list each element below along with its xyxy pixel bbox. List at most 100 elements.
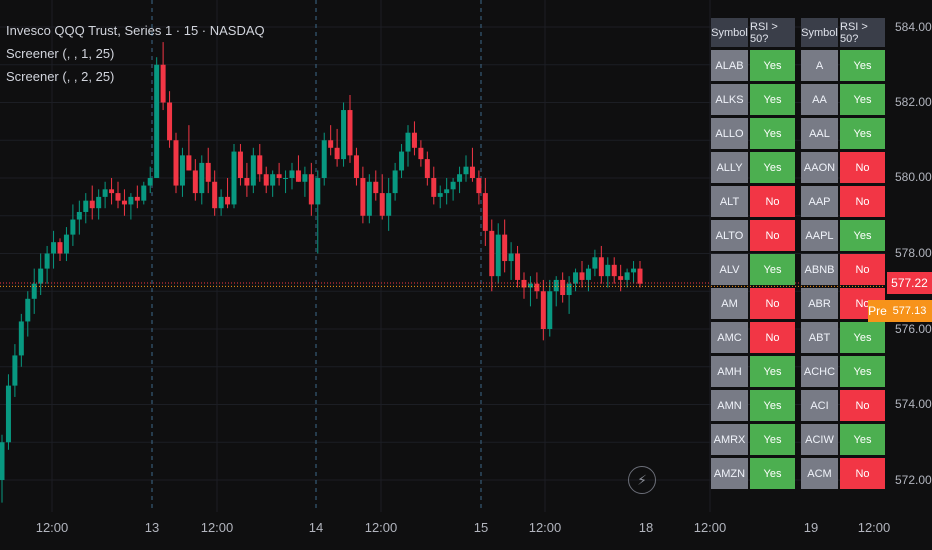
candle-body — [295, 170, 301, 182]
candle-body — [508, 253, 514, 262]
symbol-cell: AMRX — [711, 424, 748, 455]
candle-body — [328, 140, 334, 148]
symbol-cell: AM — [711, 288, 748, 319]
screener-row: A Yes — [801, 50, 885, 81]
candle-body — [424, 159, 430, 178]
symbol-cell: AAPL — [801, 220, 838, 251]
time-label: 18 — [638, 520, 654, 535]
candlestick-plot[interactable] — [0, 0, 885, 512]
candle-body — [527, 283, 533, 288]
rsi-cell: Yes — [750, 356, 795, 387]
symbol-cell: AAL — [801, 118, 838, 149]
time-label: 15 — [473, 520, 489, 535]
screener-header: Symbol RSI > 50? — [801, 18, 885, 47]
time-label: 12:00 — [364, 520, 398, 535]
candle-body — [12, 355, 18, 386]
screener-row: ALLY Yes — [711, 152, 795, 183]
pre-label: Pre — [868, 300, 887, 322]
candle-body — [547, 291, 553, 329]
candle-body — [334, 147, 340, 160]
candle-body — [605, 264, 611, 277]
candle-body — [5, 385, 11, 443]
screener-row: ALAB Yes — [711, 50, 795, 81]
symbol-cell: ALKS — [711, 84, 748, 115]
symbol-header: Symbol — [711, 18, 748, 47]
rsi-header: RSI > 50? — [750, 18, 795, 47]
candle-body — [186, 155, 192, 171]
rsi-cell: No — [750, 322, 795, 353]
candle-body — [579, 272, 585, 280]
symbol-cell: ALAB — [711, 50, 748, 81]
candle-body — [276, 174, 282, 178]
candle-body — [231, 151, 237, 205]
candle-body — [540, 291, 546, 329]
time-axis[interactable]: 12:00 13 12:00 14 12:00 15 12:00 18 12:0… — [0, 512, 891, 550]
rsi-header: RSI > 50? — [840, 18, 885, 47]
candle-body — [302, 174, 308, 182]
candle-body — [553, 279, 559, 292]
screener-row: ALKS Yes — [711, 84, 795, 115]
candle-body — [134, 196, 140, 201]
premarket-price-tag: Pre 577.13 — [868, 300, 932, 322]
rsi-cell: No — [840, 458, 885, 489]
candle-body — [283, 178, 289, 179]
candle-body — [205, 162, 211, 182]
symbol-cell: ALV — [711, 254, 748, 285]
lightning-icon[interactable]: ⚡ — [628, 466, 656, 494]
current-price-tag: 577.22 — [887, 272, 932, 294]
rsi-cell: Yes — [840, 118, 885, 149]
symbol-cell: ABNB — [801, 254, 838, 285]
candle-body — [173, 140, 179, 186]
symbol-cell: ABT — [801, 322, 838, 353]
screener-row: ACI No — [801, 390, 885, 421]
indicator-label-2[interactable]: Screener (, , 2, 25) — [6, 69, 115, 84]
candle-body — [592, 257, 598, 269]
price-label: 582.00 — [895, 95, 932, 109]
candle-body — [141, 185, 147, 201]
rsi-cell: No — [840, 152, 885, 183]
screener-row: ABT Yes — [801, 322, 885, 353]
candle-body — [51, 242, 57, 254]
rsi-cell: No — [840, 390, 885, 421]
indicator-label-1[interactable]: Screener (, , 1, 25) — [6, 46, 115, 61]
rsi-cell: Yes — [750, 254, 795, 285]
screener-table-2: Symbol RSI > 50? A Yes AA Yes AAL Yes AAON No AA… — [801, 18, 885, 489]
candle-body — [128, 196, 134, 205]
screener-row: AMZN Yes — [711, 458, 795, 489]
rsi-cell: Yes — [840, 84, 885, 115]
candle-body — [637, 268, 643, 284]
symbol-cell: ALT — [711, 186, 748, 217]
candle-body — [225, 196, 231, 205]
symbol-cell: AAP — [801, 186, 838, 217]
candle-body — [192, 170, 198, 194]
pre-price: 577.13 — [887, 300, 932, 322]
screener-row: AMH Yes — [711, 356, 795, 387]
candle-body — [167, 102, 173, 141]
price-label: 584.00 — [895, 20, 932, 34]
rsi-cell: No — [750, 288, 795, 319]
candle-body — [63, 234, 69, 254]
rsi-cell: Yes — [750, 118, 795, 149]
candle-body — [469, 166, 475, 178]
price-chart[interactable] — [0, 0, 885, 512]
screener-row: ALT No — [711, 186, 795, 217]
symbol-title[interactable]: Invesco QQQ Trust, Series 1 · 15 · NASDA… — [6, 23, 265, 38]
rsi-cell: No — [750, 186, 795, 217]
candle-body — [521, 279, 527, 288]
price-label: 574.00 — [895, 397, 932, 411]
candle-body — [109, 189, 115, 194]
time-label: 12:00 — [857, 520, 891, 535]
candle-body — [38, 268, 44, 284]
symbol-cell: AMN — [711, 390, 748, 421]
candle-body — [218, 196, 224, 209]
candle-body — [476, 178, 482, 194]
screener-header: Symbol RSI > 50? — [711, 18, 795, 47]
candle-body — [347, 110, 353, 156]
candle-body — [0, 442, 5, 480]
screener-row: ACIW Yes — [801, 424, 885, 455]
rsi-cell: Yes — [840, 356, 885, 387]
candle-body — [212, 181, 218, 209]
symbol-cell: ABR — [801, 288, 838, 319]
rsi-cell: Yes — [750, 84, 795, 115]
candle-body — [154, 64, 160, 178]
